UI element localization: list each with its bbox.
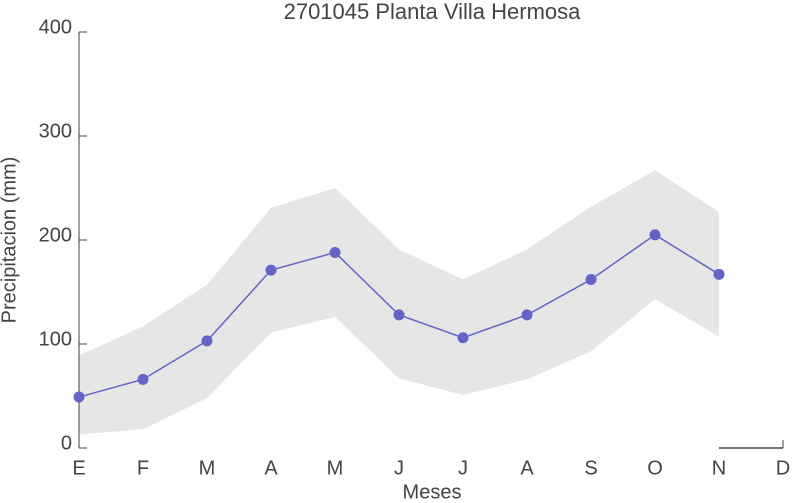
point: [201, 335, 213, 347]
x-tick-label: O: [647, 457, 663, 479]
point: [73, 391, 85, 403]
point: [265, 264, 277, 276]
x-tick-label: E: [72, 457, 85, 479]
x-axis-label: Meses: [403, 481, 462, 503]
point: [393, 309, 405, 321]
y-tick-label: 0: [61, 432, 72, 454]
point: [329, 246, 341, 258]
y-tick-label: 100: [39, 328, 72, 350]
y-tick-label: 200: [39, 224, 72, 246]
point: [137, 373, 149, 385]
x-tick-label: J: [458, 457, 468, 479]
x-tick-label: M: [327, 457, 344, 479]
point: [457, 332, 469, 344]
x-tick-label: S: [584, 457, 597, 479]
point: [649, 229, 661, 241]
y-axis-label: Precipitacion (mm): [0, 157, 20, 324]
x-tick-label: N: [712, 457, 726, 479]
x-tick-label: A: [520, 457, 534, 479]
chart-title: 2701045 Planta Villa Hermosa: [284, 0, 582, 24]
band: [79, 170, 719, 435]
y-tick-label: 400: [39, 16, 72, 38]
x-tick-label: J: [394, 457, 404, 479]
x-tick-label: M: [199, 457, 216, 479]
x-tick-label: A: [264, 457, 278, 479]
x-tick-label: F: [137, 457, 149, 479]
point: [585, 274, 597, 286]
x-tick-label: D: [776, 457, 790, 479]
point: [521, 309, 533, 321]
y-tick-label: 300: [39, 120, 72, 142]
point: [713, 268, 725, 280]
